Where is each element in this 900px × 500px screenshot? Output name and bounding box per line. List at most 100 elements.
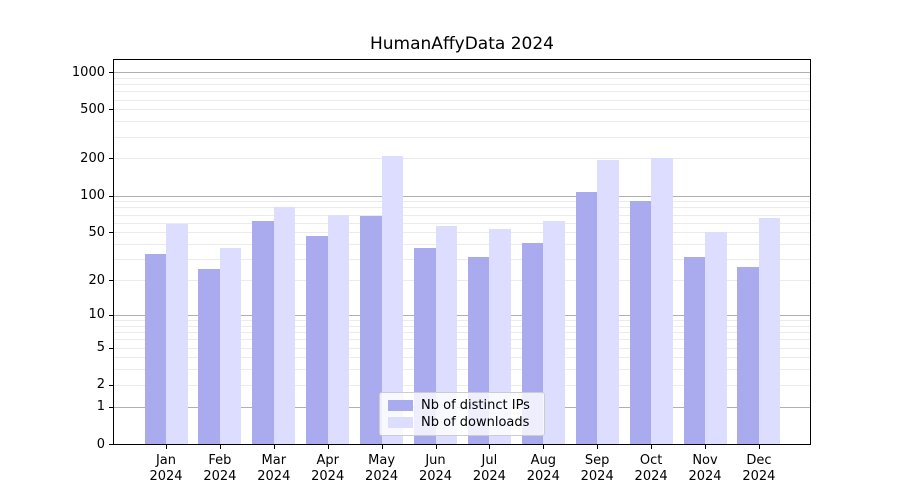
- x-axis-tick-label: Apr 2024: [298, 453, 358, 485]
- year-label: 2024: [149, 469, 183, 484]
- x-axis-tick-label: May 2024: [352, 453, 412, 485]
- legend-label-downloads: Nb of downloads: [421, 414, 530, 430]
- legend-label-distinct-ips: Nb of distinct IPs: [421, 397, 530, 413]
- month-label: May: [368, 453, 396, 468]
- month-label: Aug: [530, 453, 556, 468]
- y-axis-tick-label: 2: [96, 377, 105, 393]
- y-axis-tick-label: 5: [96, 340, 105, 355]
- y-axis-tick: [109, 109, 113, 111]
- month-label: Mar: [261, 453, 287, 468]
- bar-distinct-ips: [629, 200, 652, 444]
- y-axis-tick-label: 20: [88, 272, 105, 288]
- month-label: Oct: [639, 453, 663, 468]
- year-label: 2024: [311, 469, 345, 484]
- month-label: Jul: [481, 453, 498, 468]
- month-label: Jan: [155, 453, 177, 468]
- chart-legend: Nb of distinct IPs Nb of downloads: [379, 392, 545, 436]
- gridline-minor: [114, 91, 810, 93]
- x-axis-tick-label: Jan 2024: [136, 453, 196, 485]
- y-axis-tick-label: 0: [96, 436, 105, 452]
- y-axis-tick: [109, 72, 113, 73]
- bar-downloads: [273, 206, 296, 444]
- x-axis-tick-label: Nov 2024: [675, 453, 735, 485]
- x-axis-tick-label: Aug 2024: [513, 453, 573, 485]
- x-axis-tick: [597, 445, 599, 449]
- legend-item-downloads: Nb of downloads: [388, 414, 544, 430]
- y-axis-tick-label: 50: [88, 224, 105, 240]
- y-axis-tick: [109, 347, 113, 349]
- year-label: 2024: [634, 469, 668, 484]
- legend-swatch-distinct-ips: [388, 400, 413, 411]
- bar-distinct-ips: [575, 191, 598, 444]
- year-label: 2024: [365, 469, 399, 484]
- chart-title: HumanAffyData 2024: [370, 34, 554, 54]
- year-label: 2024: [580, 469, 614, 484]
- year-label: 2024: [203, 469, 237, 484]
- y-axis-tick: [109, 280, 113, 282]
- bar-downloads: [705, 232, 727, 444]
- year-label: 2024: [526, 469, 560, 484]
- year-label: 2024: [418, 469, 453, 484]
- bar-downloads: [489, 229, 511, 444]
- x-axis-tick: [381, 445, 383, 449]
- y-axis-tick-label: 200: [80, 150, 105, 166]
- y-axis-tick: [109, 158, 113, 160]
- x-axis-tick: [758, 445, 760, 449]
- bar-downloads: [327, 214, 350, 444]
- y-axis-tick: [109, 232, 113, 234]
- bar-downloads: [543, 220, 565, 444]
- gridline-major: [114, 195, 810, 197]
- year-label: 2024: [257, 469, 291, 484]
- y-axis-tick: [109, 195, 113, 197]
- y-axis-tick-label: 10: [88, 307, 105, 323]
- y-axis-tick: [109, 384, 113, 386]
- x-axis-tick-label: Sep 2024: [567, 453, 627, 485]
- gridline-minor: [114, 77, 810, 79]
- gridline-minor: [114, 222, 810, 224]
- x-axis-tick-label: Dec 2024: [729, 453, 789, 485]
- x-axis-tick-label: Oct 2024: [621, 453, 681, 485]
- year-label: 2024: [472, 469, 506, 484]
- year-label: 2024: [742, 469, 776, 484]
- bar-distinct-ips: [252, 220, 274, 444]
- month-label: Jun: [425, 453, 446, 468]
- y-axis-tick: [109, 444, 113, 445]
- bar-downloads: [651, 158, 673, 444]
- x-axis-tick: [219, 445, 221, 449]
- y-axis-tick: [109, 406, 113, 408]
- gridline-minor: [114, 201, 810, 203]
- y-axis-tick-label: 100: [80, 188, 105, 203]
- month-label: Feb: [208, 453, 232, 468]
- bar-distinct-ips: [198, 268, 220, 444]
- bar-downloads: [166, 224, 188, 444]
- month-label: Sep: [584, 453, 610, 468]
- x-axis-tick-label: Feb 2024: [190, 453, 250, 485]
- gridline-major: [114, 72, 810, 73]
- x-axis-tick: [327, 445, 329, 449]
- x-axis-tick: [489, 445, 491, 449]
- y-axis-tick-label: 500: [80, 101, 105, 117]
- bar-downloads: [381, 155, 404, 444]
- month-label: Dec: [746, 453, 772, 468]
- legend-item-distinct-ips: Nb of distinct IPs: [388, 397, 544, 413]
- gridline-minor: [114, 207, 810, 209]
- y-axis-tick-label: 1000: [71, 64, 105, 80]
- bar-downloads: [758, 217, 781, 444]
- x-axis-tick-label: Jun 2024: [406, 453, 466, 485]
- bar-distinct-ips: [737, 266, 759, 444]
- x-axis-tick-label: Jul 2024: [459, 453, 519, 485]
- gridline-minor: [114, 109, 810, 111]
- x-axis-tick: [166, 445, 167, 449]
- x-axis-tick: [705, 445, 706, 449]
- bar-distinct-ips: [360, 216, 382, 444]
- x-axis-tick: [651, 445, 653, 449]
- gridline-minor: [114, 158, 810, 160]
- gridline-minor: [114, 84, 810, 85]
- gridline-minor: [114, 121, 810, 123]
- legend-swatch-downloads: [388, 417, 413, 428]
- bar-downloads: [597, 159, 619, 444]
- gridline-minor: [114, 214, 810, 216]
- year-label: 2024: [688, 469, 722, 484]
- gridline-minor: [114, 99, 810, 101]
